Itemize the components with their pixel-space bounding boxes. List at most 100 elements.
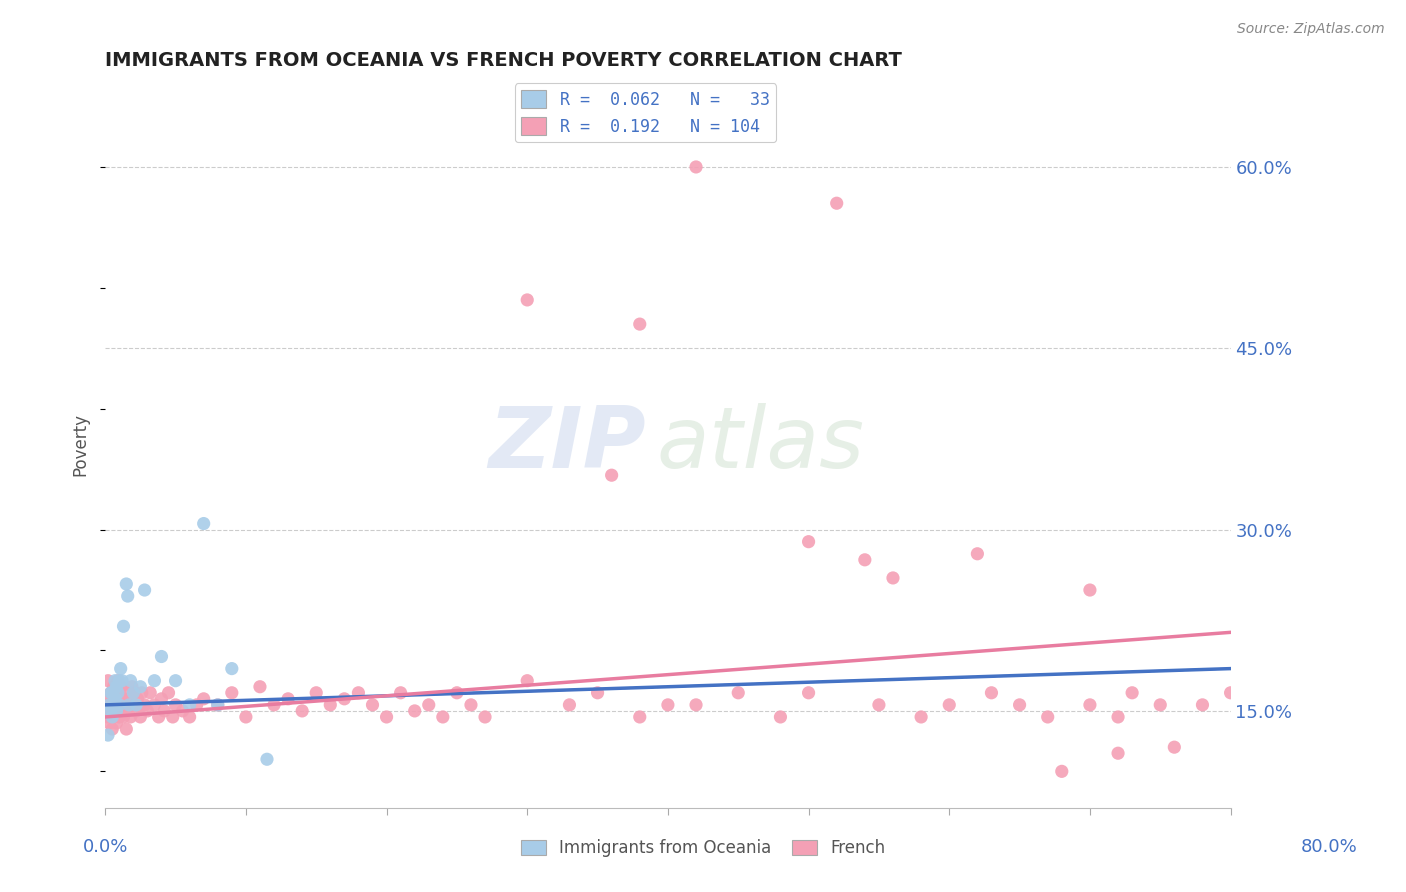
Point (150, 691, 173, 706)
Point (101, 722, 124, 736)
Point (418, 698, 440, 712)
Point (100, 686, 122, 700)
Point (235, 710, 257, 724)
Point (111, 673, 134, 688)
Point (134, 698, 156, 712)
Point (98, 691, 121, 706)
Point (97, 710, 120, 724)
Point (980, 686, 1002, 700)
Point (685, 160, 707, 174)
Point (375, 710, 398, 724)
Point (938, 698, 960, 712)
Point (134, 582, 156, 597)
Point (179, 698, 201, 712)
Point (100, 686, 122, 700)
Point (117, 589, 139, 603)
Point (96, 698, 118, 712)
Point (305, 686, 328, 700)
Point (112, 710, 135, 724)
Point (153, 704, 176, 718)
Point (122, 698, 145, 712)
Point (404, 704, 426, 718)
Point (361, 698, 384, 712)
Point (118, 691, 141, 706)
Point (256, 752, 278, 766)
Point (101, 686, 124, 700)
Point (103, 680, 125, 694)
Text: Source: ZipAtlas.com: Source: ZipAtlas.com (1237, 22, 1385, 37)
Point (115, 722, 138, 736)
Point (966, 547, 988, 561)
Point (115, 686, 138, 700)
Point (474, 710, 496, 724)
Point (104, 698, 127, 712)
Point (131, 686, 153, 700)
Point (122, 686, 145, 700)
Point (103, 698, 125, 712)
Point (136, 704, 159, 718)
Point (105, 704, 128, 718)
Point (115, 577, 138, 591)
Point (1036, 710, 1059, 724)
Point (882, 571, 904, 585)
Legend: Immigrants from Oceania, French: Immigrants from Oceania, French (515, 833, 891, 864)
Point (120, 710, 142, 724)
Point (139, 686, 162, 700)
Point (347, 686, 370, 700)
Point (319, 698, 342, 712)
Y-axis label: Poverty: Poverty (72, 414, 89, 476)
Point (389, 686, 412, 700)
Point (207, 698, 229, 712)
Point (98, 716, 121, 731)
Point (108, 698, 131, 712)
Point (121, 680, 143, 694)
Point (105, 691, 128, 706)
Point (1107, 710, 1129, 724)
Point (516, 673, 538, 688)
Point (127, 691, 149, 706)
Point (172, 704, 194, 718)
Point (628, 317, 651, 331)
Point (193, 516, 215, 531)
Point (125, 704, 148, 718)
Point (114, 698, 136, 712)
Point (868, 698, 890, 712)
Point (104, 673, 127, 688)
Point (107, 673, 129, 688)
Point (100, 704, 122, 718)
Point (910, 710, 932, 724)
Point (186, 698, 208, 712)
Point (100, 704, 122, 718)
Point (118, 698, 141, 712)
Point (446, 686, 468, 700)
Point (143, 673, 166, 688)
Point (600, 468, 623, 483)
Point (120, 673, 142, 688)
Point (97, 728, 120, 742)
Point (1078, 582, 1101, 597)
Point (221, 686, 243, 700)
Point (105, 716, 128, 731)
Point (1008, 698, 1031, 712)
Point (1149, 698, 1171, 712)
Point (148, 710, 170, 724)
Point (105, 680, 128, 694)
Point (104, 691, 127, 706)
Point (129, 710, 152, 724)
Point (1078, 698, 1101, 712)
Point (101, 710, 124, 724)
Text: ZIP: ZIP (488, 403, 645, 486)
Point (108, 673, 131, 688)
Legend: R =  0.062   N =   33, R =  0.192   N = 104: R = 0.062 N = 33, R = 0.192 N = 104 (515, 84, 776, 143)
Point (797, 686, 820, 700)
Point (165, 673, 187, 688)
Point (165, 698, 187, 712)
Point (107, 686, 129, 700)
Point (97, 673, 120, 688)
Text: 80.0%: 80.0% (1301, 838, 1357, 855)
Point (657, 698, 679, 712)
Point (98, 698, 121, 712)
Point (124, 686, 146, 700)
Point (221, 662, 243, 676)
Point (193, 691, 215, 706)
